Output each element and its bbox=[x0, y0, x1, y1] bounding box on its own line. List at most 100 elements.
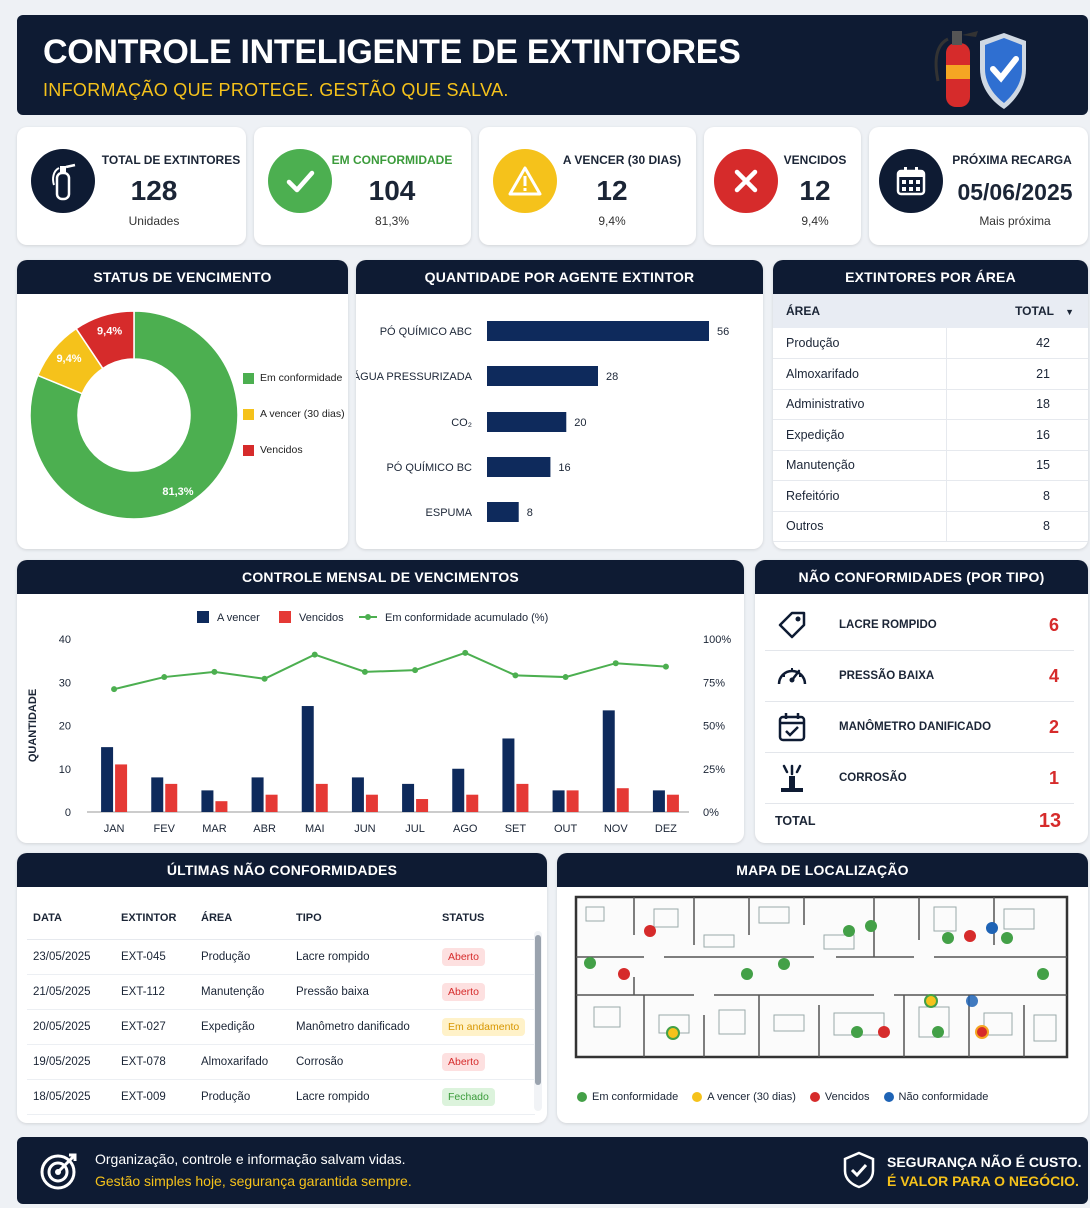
bar-category-label: ESPUMA bbox=[426, 507, 473, 519]
footer-right2: É VALOR PARA O NEGÓCIO. bbox=[887, 1173, 1079, 1189]
status-badge: Em andamento bbox=[442, 1017, 526, 1036]
bar-a-vencer bbox=[502, 738, 515, 812]
cell-area: Manutenção bbox=[195, 974, 290, 1010]
y2-tick-label: 25% bbox=[703, 764, 725, 776]
cell-extintor: EXT-045 bbox=[115, 939, 195, 975]
bar-a-vencer bbox=[301, 706, 314, 812]
marker-nao-conformidade bbox=[966, 995, 978, 1007]
donut-chart: 81,3% 9,4% 9,4% bbox=[29, 310, 239, 520]
x-tick-label: ABR bbox=[253, 823, 276, 835]
cell-data: 21/05/2025 bbox=[27, 974, 115, 1010]
x-tick-label: MAI bbox=[305, 823, 325, 835]
kpi-value: 104 bbox=[368, 175, 416, 206]
col-data: DATA bbox=[27, 897, 115, 940]
bar-vencidos bbox=[365, 794, 378, 812]
bar-vencidos bbox=[115, 764, 128, 812]
area-name: Refeitório bbox=[773, 480, 947, 512]
marker-conformidade bbox=[851, 1026, 863, 1038]
col-area[interactable]: ÁREA bbox=[773, 294, 947, 328]
scrollbar[interactable] bbox=[534, 931, 542, 1111]
bar-a-vencer bbox=[602, 710, 615, 812]
x-tick-label: FEV bbox=[154, 823, 176, 835]
bar bbox=[487, 502, 519, 522]
cell-data: 23/05/2025 bbox=[27, 939, 115, 975]
bar-vencidos bbox=[516, 783, 529, 812]
corrosion-icon bbox=[765, 762, 819, 794]
bar-vencidos bbox=[666, 794, 679, 812]
bar-vencidos bbox=[165, 783, 178, 812]
bar-a-vencer bbox=[402, 783, 415, 812]
extinguisher-icon bbox=[31, 149, 95, 213]
map-legend-item: Vencidos bbox=[809, 1091, 870, 1103]
area-total: 15 bbox=[945, 450, 1088, 481]
x-tick-label: JUN bbox=[354, 823, 375, 835]
col-total[interactable]: TOTAL ▼ bbox=[946, 294, 1088, 328]
y-tick-label: 20 bbox=[59, 721, 71, 733]
cell-area: Produção bbox=[195, 939, 290, 975]
y2-tick-label: 75% bbox=[703, 677, 725, 689]
nc-panel-title: NÃO CONFORMIDADES (POR TIPO) bbox=[755, 560, 1088, 594]
marker-conformidade bbox=[843, 925, 855, 937]
line-point bbox=[462, 649, 469, 656]
nc-row-pressao: PRESSÃO BAIXA 4 bbox=[765, 651, 1074, 702]
area-row: Produção 42 bbox=[773, 328, 1088, 359]
bar bbox=[487, 366, 598, 386]
kpi-label: EM CONFORMIDADE bbox=[331, 153, 453, 167]
nc-row-corrosao: CORROSÃO 1 bbox=[765, 753, 1074, 804]
status-badge: Aberto bbox=[442, 1052, 485, 1071]
area-total: 8 bbox=[945, 511, 1088, 542]
area-name: Almoxarifado bbox=[773, 358, 947, 390]
marker-conformidade bbox=[932, 1026, 944, 1038]
map-markers[interactable] bbox=[584, 920, 1049, 1040]
y-tick-label: 40 bbox=[59, 634, 71, 646]
col-tipo: TIPO bbox=[290, 897, 436, 940]
kpi-label: A VENCER (30 DIAS) bbox=[562, 153, 682, 167]
map-panel-title: MAPA DE LOCALIZAÇÃO bbox=[557, 853, 1088, 887]
scrollbar-thumb[interactable] bbox=[535, 935, 541, 1085]
bar-a-vencer bbox=[652, 790, 665, 812]
agent-bar-chart: PÓ QUÍMICO ABC 56 ÁGUA PRESSURIZADA 28 CO₂ 20… bbox=[356, 321, 729, 522]
cell-tipo: Lacre rompido bbox=[290, 1079, 436, 1115]
nc-panel: NÃO CONFORMIDADES (POR TIPO) LACRE ROMPI… bbox=[755, 560, 1088, 843]
marker-vencido bbox=[975, 1025, 989, 1039]
legend-label: Vencidos bbox=[299, 612, 344, 624]
line-point bbox=[311, 651, 318, 658]
cell-tipo: Manômetro danificado bbox=[290, 1009, 436, 1045]
kpi-total: TOTAL DE EXTINTORES 128 Unidades bbox=[17, 127, 246, 245]
page-subtitle: INFORMAÇÃO QUE PROTEGE. GESTÃO QUE SALVA… bbox=[43, 80, 509, 100]
marker-conformidade bbox=[584, 957, 596, 969]
warning-icon bbox=[493, 149, 557, 213]
donut-label: 9,4% bbox=[56, 353, 81, 365]
y2-tick-label: 100% bbox=[703, 634, 731, 646]
map-legend-item: Não conformidade bbox=[883, 1091, 988, 1103]
table-row[interactable]: 23/05/2025 EXT-045 Produção Lacre rompido Ab… bbox=[27, 939, 535, 975]
bar-category-label: ÁGUA PRESSURIZADA bbox=[356, 370, 473, 383]
col-area: ÁREA bbox=[195, 897, 290, 940]
bar bbox=[487, 457, 551, 477]
marker-conformidade bbox=[865, 920, 877, 932]
y-tick-label: 0 bbox=[65, 807, 71, 819]
footer-line1: Organização, controle e informação salva… bbox=[95, 1151, 406, 1167]
marker-vencido bbox=[618, 968, 630, 980]
area-panel: EXTINTORES POR ÁREA ÁREA TOTAL ▼ Produçã… bbox=[773, 260, 1088, 549]
floor-plan-map[interactable] bbox=[574, 895, 1069, 1063]
kpi-sub: 9,4% bbox=[598, 214, 626, 228]
line-point bbox=[111, 686, 118, 693]
sort-down-icon[interactable]: ▼ bbox=[1065, 307, 1074, 317]
target-icon bbox=[40, 1153, 77, 1190]
table-row[interactable]: 19/05/2025 EXT-078 Almoxarifado Corrosão Abe… bbox=[27, 1044, 535, 1080]
legend-item: A vencer (30 dias) bbox=[243, 408, 345, 420]
monthly-panel-title: CONTROLE MENSAL DE VENCIMENTOS bbox=[17, 560, 744, 594]
line-point bbox=[412, 667, 419, 674]
area-name: Outros bbox=[773, 511, 947, 542]
marker-conformidade bbox=[741, 968, 753, 980]
table-row[interactable]: 20/05/2025 EXT-027 Expedição Manômetro dani… bbox=[27, 1009, 535, 1045]
extinguisher-shield-icon bbox=[934, 31, 1026, 109]
bar-vencidos bbox=[466, 794, 479, 812]
kpi-sub: Unidades bbox=[128, 214, 180, 228]
y-tick-label: 10 bbox=[59, 764, 71, 776]
table-row[interactable]: 18/05/2025 EXT-009 Produção Lacre rompido Fe… bbox=[27, 1079, 535, 1115]
area-row: Expedição 16 bbox=[773, 419, 1088, 451]
bar bbox=[487, 412, 567, 432]
table-row[interactable]: 21/05/2025 EXT-112 Manutenção Pressão baixa… bbox=[27, 974, 535, 1010]
